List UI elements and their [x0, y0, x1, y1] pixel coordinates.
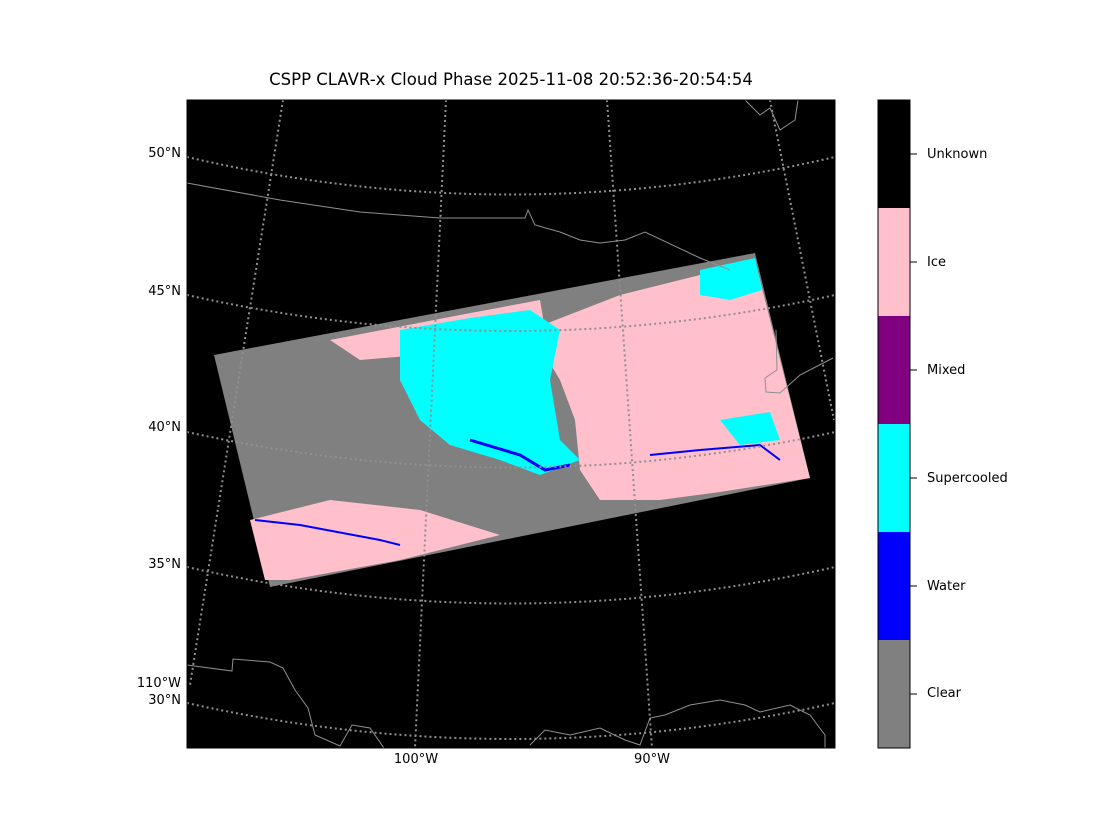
map-frame [186, 99, 836, 749]
lon-label: 90°W [634, 752, 670, 767]
water-edge [649, 443, 781, 461]
water-edge [254, 519, 401, 546]
coastlines-borders [186, 99, 834, 749]
map-title: CSPP CLAVR-x Cloud Phase 2025-11-08 20:5… [269, 70, 753, 89]
lat-label: 45°N [148, 284, 181, 299]
colorbar-label: Supercooled [927, 471, 1008, 486]
colorbar-label: Water [927, 579, 966, 594]
colorbar-segment-water [878, 532, 910, 640]
lat-label: 35°N [148, 557, 181, 572]
colorbar [877, 99, 917, 749]
colorbar-segment-unknown [878, 100, 910, 208]
lat-label: 40°N [148, 420, 181, 435]
colorbar-segment-supercooled [878, 424, 910, 532]
colorbar-segment-mixed [878, 316, 910, 424]
colorbar-segment-clear [878, 640, 910, 748]
lat-label: 30°N [148, 693, 181, 708]
colorbar-label: Ice [927, 255, 946, 270]
colorbar-segment-ice [878, 208, 910, 316]
colorbar-label: Unknown [927, 147, 988, 162]
supercooled-region [400, 310, 580, 475]
colorbar-label: Clear [927, 686, 961, 701]
cloud-swath [214, 253, 810, 587]
supercooled-southeast [720, 412, 780, 445]
colorbar-frame [877, 99, 911, 749]
colorbar-label: Mixed [927, 363, 966, 378]
water-edge [469, 438, 571, 472]
lon-label: 100°W [393, 752, 439, 767]
lat-label: 50°N [148, 146, 181, 161]
graticule [186, 99, 836, 749]
lon-label: 110°W [136, 676, 181, 691]
supercooled-northeast [700, 258, 762, 300]
